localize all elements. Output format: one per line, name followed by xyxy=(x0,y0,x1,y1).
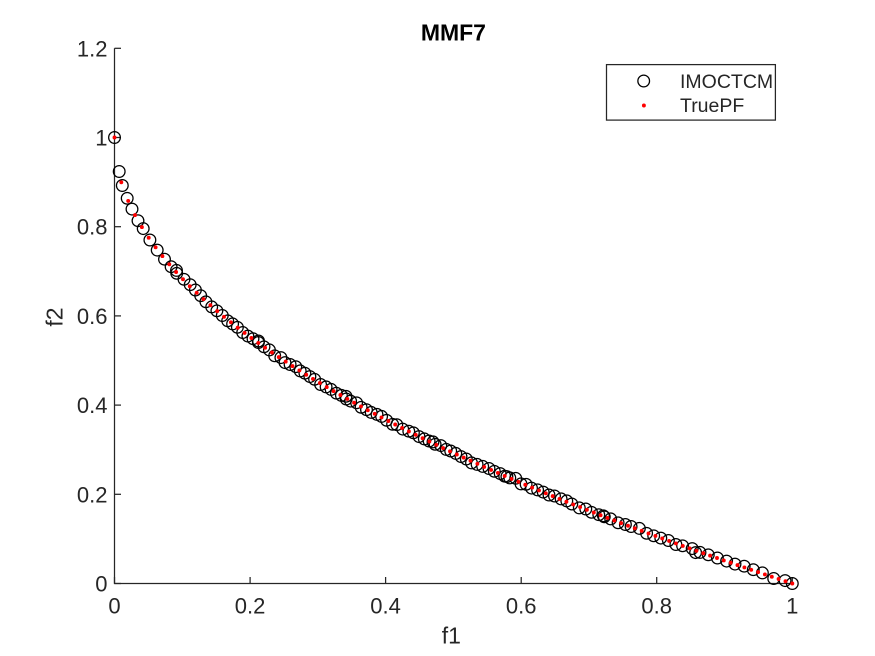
svg-text:0: 0 xyxy=(108,593,120,618)
svg-text:0: 0 xyxy=(95,572,107,597)
svg-text:f1: f1 xyxy=(442,623,461,649)
svg-text:0.8: 0.8 xyxy=(77,215,108,240)
svg-text:0.2: 0.2 xyxy=(77,482,108,507)
svg-text:0.8: 0.8 xyxy=(641,593,672,618)
svg-text:1: 1 xyxy=(95,126,107,151)
svg-text:0.6: 0.6 xyxy=(77,304,108,329)
svg-text:0.4: 0.4 xyxy=(77,393,108,418)
svg-text:1.2: 1.2 xyxy=(77,36,108,61)
svg-text:TruePF: TruePF xyxy=(680,95,744,117)
svg-text:MMF7: MMF7 xyxy=(421,19,486,45)
svg-text:1: 1 xyxy=(786,593,798,618)
svg-text:0.6: 0.6 xyxy=(506,593,537,618)
svg-text:0.2: 0.2 xyxy=(235,593,266,618)
svg-text:0.4: 0.4 xyxy=(370,593,401,618)
svg-text:f2: f2 xyxy=(42,307,68,326)
svg-text:IMOCTCM: IMOCTCM xyxy=(680,71,773,93)
